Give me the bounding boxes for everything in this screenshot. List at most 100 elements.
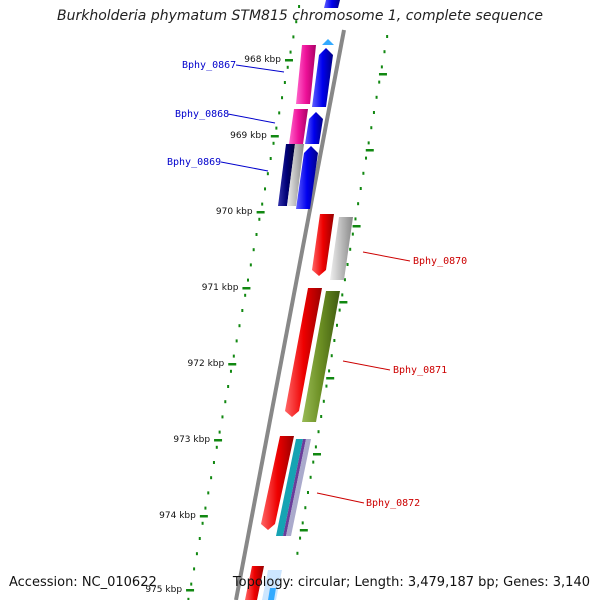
label-bphy-0867[interactable]: Bphy_0867 — [182, 60, 236, 71]
minor-tick — [359, 187, 362, 190]
minor-tick — [357, 202, 360, 206]
gene-arrow-small — [322, 39, 334, 45]
minor-tick — [298, 5, 301, 8]
kbp-label: 969 kbp — [230, 131, 267, 141]
minor-tick — [367, 141, 370, 145]
minor-tick — [314, 445, 317, 449]
minor-tick — [354, 217, 357, 221]
major-tick-left — [242, 287, 251, 290]
minor-tick — [221, 415, 224, 419]
gene-bphy-0872-red — [261, 436, 294, 530]
major-tick-left — [270, 135, 279, 138]
major-tick-right — [313, 453, 322, 456]
major-tick-right — [326, 377, 335, 380]
gene-partial-bottom-cyan — [262, 570, 282, 600]
kbp-label: 975 kbp — [145, 585, 182, 595]
kbp-axis: 968 kbp 969 kbp 970 kbp 971 kbp 972 kbp 973 k… — [145, 55, 387, 595]
left-tick-track — [187, 5, 301, 600]
gene-bphy-0871-red — [285, 288, 322, 417]
major-tick-left — [214, 439, 223, 442]
accession-text: Accession: NC_010622 — [9, 575, 157, 590]
minor-tick — [317, 430, 320, 434]
minor-tick — [190, 582, 193, 586]
minor-tick — [198, 537, 201, 540]
label-bphy-0871[interactable]: Bphy_0871 — [393, 365, 447, 376]
minor-tick — [301, 521, 304, 525]
minor-tick — [296, 551, 299, 555]
minor-tick — [341, 293, 344, 297]
major-tick-left — [186, 589, 195, 592]
minor-tick — [378, 80, 381, 84]
minor-tick — [269, 157, 272, 160]
gene-partial-top — [324, 0, 340, 8]
minor-tick — [306, 491, 309, 494]
major-tick-left — [284, 59, 293, 62]
map-title: Burkholderia phymatum STM815 chromosome … — [56, 8, 543, 24]
minor-tick — [380, 65, 383, 69]
minor-tick — [299, 536, 302, 540]
minor-tick — [275, 126, 278, 130]
gene-bphy-0871-olive — [302, 291, 340, 422]
minor-tick — [195, 552, 198, 556]
leader-bphy-0872 — [316, 492, 365, 504]
major-tick-left — [228, 363, 237, 366]
minor-tick — [224, 400, 227, 404]
minor-tick — [330, 354, 333, 358]
major-tick-left — [256, 211, 265, 214]
major-tick-right — [299, 529, 308, 532]
gene-bphy-0868-pink — [289, 109, 308, 144]
minor-tick — [235, 339, 238, 343]
topology-text: Topology: circular; Length: 3,479,187 bp… — [232, 575, 590, 590]
minor-tick — [304, 506, 307, 510]
backbone-line — [234, 29, 346, 600]
minor-tick — [261, 202, 264, 206]
kbp-label: 971 kbp — [202, 283, 239, 293]
kbp-label: 972 kbp — [188, 359, 225, 369]
gene-bphy-0870-red — [312, 214, 334, 276]
minor-tick — [365, 156, 368, 160]
minor-tick — [187, 597, 190, 600]
leader-bphy-0867 — [235, 64, 285, 73]
gene-bphy-0869-gray — [287, 144, 304, 206]
minor-tick — [278, 111, 281, 115]
minor-tick — [252, 248, 255, 252]
minor-tick — [210, 476, 213, 480]
minor-tick — [289, 50, 292, 54]
label-bphy-0869[interactable]: Bphy_0869 — [167, 157, 221, 168]
kbp-label: 968 kbp — [244, 55, 281, 65]
minor-tick — [336, 323, 339, 327]
minor-tick — [281, 96, 284, 100]
major-tick-right — [352, 225, 361, 228]
gene-bphy-0872-lightgray — [286, 439, 311, 536]
label-bphy-0872[interactable]: Bphy_0872 — [366, 498, 420, 509]
minor-tick — [218, 430, 221, 434]
minor-tick — [322, 399, 325, 403]
minor-tick — [328, 369, 331, 373]
major-tick-right — [378, 73, 387, 76]
minor-tick — [383, 50, 386, 54]
major-tick-left — [199, 515, 208, 518]
minor-tick — [244, 293, 247, 297]
gene-bphy-0872-teal — [276, 439, 303, 536]
minor-tick — [241, 309, 244, 312]
gene-partial-bottom-red — [245, 566, 264, 600]
minor-tick — [238, 324, 241, 328]
gene-bphy-0867-pink — [296, 45, 316, 104]
minor-tick — [325, 384, 328, 388]
major-tick-right — [339, 301, 348, 304]
minor-tick — [343, 278, 346, 282]
gene-bphy-0870-gray — [330, 217, 353, 280]
minor-tick — [372, 111, 375, 114]
minor-tick — [201, 521, 204, 525]
minor-tick — [320, 415, 323, 418]
minor-tick — [333, 339, 336, 342]
label-bphy-0870[interactable]: Bphy_0870 — [413, 256, 467, 267]
leader-bphy-0871 — [342, 360, 391, 371]
label-bphy-0868[interactable]: Bphy_0868 — [175, 109, 229, 120]
minor-tick — [255, 233, 258, 236]
minor-tick — [266, 172, 269, 176]
kbp-label: 973 kbp — [173, 435, 210, 445]
minor-tick — [204, 506, 207, 510]
minor-tick — [229, 369, 232, 373]
